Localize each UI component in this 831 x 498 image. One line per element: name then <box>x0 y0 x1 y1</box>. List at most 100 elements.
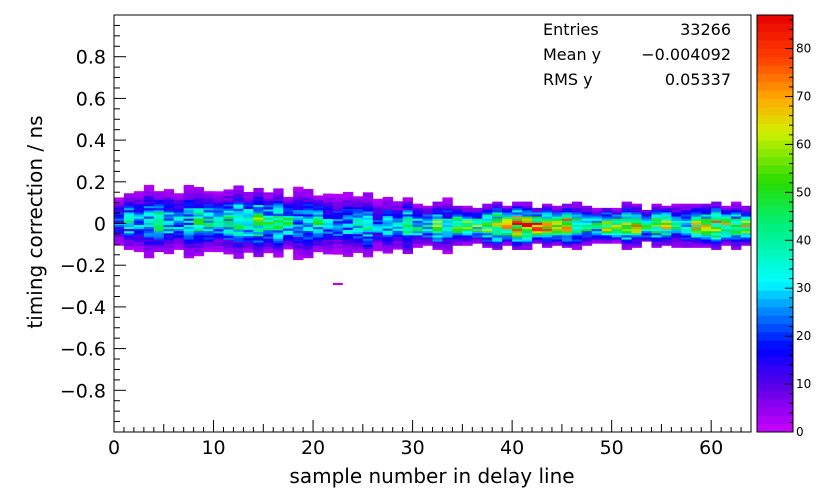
heatmap-cell <box>313 220 324 223</box>
heatmap-cell <box>432 207 443 211</box>
heatmap-cell <box>472 218 483 221</box>
heatmap-cell <box>691 205 702 209</box>
heatmap-cell <box>591 228 603 232</box>
heatmap-cell <box>671 216 682 219</box>
heatmap-cell <box>233 216 244 220</box>
heatmap-cell <box>183 249 195 253</box>
heatmap-cell <box>213 197 224 201</box>
heatmap-cell <box>362 254 374 258</box>
x-tick-label: 20 <box>301 437 325 459</box>
heatmap-cell <box>303 203 314 207</box>
heatmap-cell <box>412 239 423 242</box>
heatmap-cell <box>323 226 334 230</box>
heatmap-cell <box>422 205 433 209</box>
heatmap-cell <box>183 193 195 196</box>
heatmap-cell <box>641 209 652 213</box>
heatmap-cell <box>193 224 204 228</box>
heatmap-cell <box>313 243 324 246</box>
heatmap-cell <box>342 237 354 241</box>
heatmap-cell <box>412 218 423 221</box>
heatmap-cell <box>591 237 603 240</box>
heatmap-cell <box>671 241 682 244</box>
heatmap-cell <box>571 222 583 225</box>
heatmap-cell <box>153 249 165 253</box>
color-scale-strip <box>757 131 793 141</box>
heatmap-cell <box>621 230 632 234</box>
heatmap-cell <box>173 205 185 209</box>
heatmap-cell <box>522 222 533 225</box>
heatmap-cell <box>362 231 374 235</box>
heatmap-cell <box>551 207 563 211</box>
heatmap-cell <box>133 239 145 242</box>
heatmap-cell <box>382 244 394 248</box>
heatmap-cell <box>342 212 354 216</box>
heatmap-cell <box>442 232 453 236</box>
heatmap-cell <box>601 220 613 223</box>
heatmap-cell <box>213 247 224 251</box>
heatmap-cell <box>133 195 145 198</box>
heatmap-cell <box>293 240 304 244</box>
heatmap-cell <box>502 237 513 240</box>
heatmap-cell <box>283 205 294 208</box>
heatmap-cell <box>263 229 274 233</box>
heatmap-cell <box>472 222 483 225</box>
heatmap-cell <box>691 241 702 244</box>
heatmap-cell <box>392 226 404 229</box>
heatmap-cell <box>442 201 453 205</box>
color-scale-strip <box>757 356 793 366</box>
heatmap-cell <box>243 216 254 220</box>
heatmap-cell <box>711 216 722 219</box>
heatmap-cell <box>621 241 632 244</box>
heatmap-cell <box>173 232 185 236</box>
heatmap-cell <box>392 201 404 204</box>
heatmap-cell <box>561 222 573 225</box>
y-tick-label: 0.2 <box>76 172 106 194</box>
heatmap-cell <box>731 241 742 244</box>
heatmap-cell <box>541 214 553 217</box>
heatmap-cell <box>512 214 523 217</box>
heatmap-cell <box>293 213 304 217</box>
heatmap-cell <box>512 218 523 221</box>
heatmap-cell <box>293 253 304 256</box>
heatmap-cell <box>193 216 204 219</box>
heatmap-cell <box>323 222 334 226</box>
heatmap-cell <box>392 232 404 236</box>
color-scale-strip <box>757 223 793 233</box>
heatmap-cell <box>601 212 613 215</box>
heatmap-cell <box>253 240 264 243</box>
heatmap-cell <box>313 201 324 205</box>
x-tick-label: 50 <box>600 437 624 459</box>
heatmap-cell <box>382 211 394 214</box>
heatmap-cell <box>651 234 662 238</box>
heatmap-cell <box>342 198 354 201</box>
heatmap-cell <box>651 205 662 209</box>
heatmap-cell <box>213 249 224 253</box>
heatmap-cell <box>163 243 175 246</box>
heatmap-cell <box>671 228 682 232</box>
heatmap-cell <box>661 205 672 209</box>
heatmap-cell <box>532 239 543 242</box>
heatmap-cell <box>522 245 533 248</box>
color-scale-strip <box>757 31 793 41</box>
heatmap-cell <box>283 246 294 250</box>
heatmap-cell <box>731 201 742 205</box>
heatmap-cell <box>631 205 642 209</box>
heatmap-cell <box>362 223 374 227</box>
heatmap-cell <box>382 234 394 237</box>
heatmap-cell <box>492 241 503 244</box>
heatmap-cell <box>352 229 364 233</box>
heatmap-cell <box>432 209 443 213</box>
heatmap-cell <box>641 228 652 232</box>
heatmap-cell <box>492 226 503 230</box>
heatmap-cell <box>313 228 324 232</box>
heatmap-cell <box>621 212 632 215</box>
heatmap-cell <box>502 216 513 219</box>
heatmap-cell <box>701 205 712 209</box>
heatmap-cell <box>661 212 672 215</box>
heatmap-cell <box>631 232 642 236</box>
heatmap-cell <box>123 207 135 211</box>
heatmap-cell <box>153 230 165 234</box>
heatmap-cell <box>332 193 344 197</box>
heatmap-cell <box>263 217 274 220</box>
heatmap-cell <box>114 230 125 234</box>
